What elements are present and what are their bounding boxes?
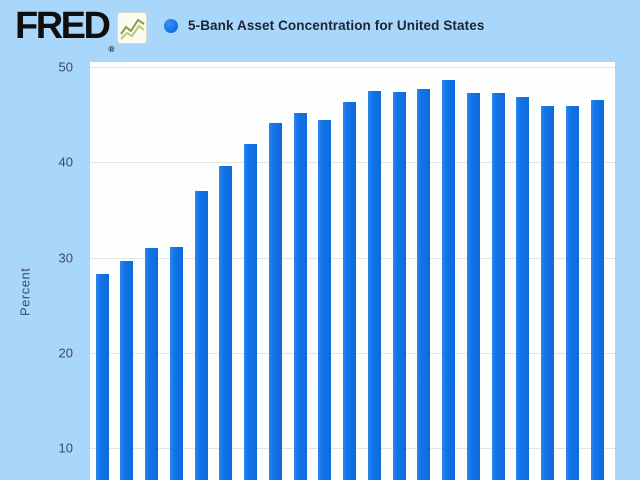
bar-18[interactable]	[541, 106, 554, 480]
series-title-link[interactable]: 5-Bank Asset Concentration for United St…	[188, 18, 485, 33]
bar-9[interactable]	[318, 120, 332, 480]
bar-8[interactable]	[293, 112, 307, 480]
y-tick-label-40: 40	[58, 154, 73, 170]
bar-1[interactable]	[120, 261, 134, 480]
gridline-50	[90, 67, 615, 68]
bar-10[interactable]	[343, 102, 356, 480]
header: FRED® 5-Bank Asset Concentration for Uni…	[0, 0, 640, 56]
legend-series-dot	[164, 19, 178, 33]
bar-15[interactable]	[466, 92, 480, 480]
bar-7[interactable]	[268, 123, 282, 480]
fred-logo-text: FRED	[15, 5, 111, 47]
y-tick-label-20: 20	[58, 345, 73, 361]
sparkline-chart-icon	[117, 12, 147, 44]
bar-16[interactable]	[491, 92, 505, 480]
bar-11[interactable]	[367, 90, 381, 480]
bar-0[interactable]	[95, 273, 109, 480]
bar-20[interactable]	[590, 100, 604, 480]
y-tick-label-10: 10	[58, 440, 73, 456]
bar-4[interactable]	[194, 190, 208, 480]
bar-3[interactable]	[169, 247, 183, 480]
bar-14[interactable]	[442, 80, 455, 480]
y-tick-label-30: 30	[58, 250, 73, 265]
bar-17[interactable]	[516, 96, 530, 480]
y-tick-label-50: 50	[58, 59, 73, 75]
bar-2[interactable]	[145, 247, 158, 480]
bar-13[interactable]	[417, 88, 431, 480]
bar-12[interactable]	[392, 91, 406, 480]
bar-5[interactable]	[219, 166, 233, 480]
fred-logo[interactable]: FRED®	[15, 6, 114, 70]
y-axis-label: Percent	[17, 267, 33, 316]
bar-6[interactable]	[244, 144, 257, 480]
bar-19[interactable]	[565, 106, 579, 480]
registered-trademark: ®	[108, 45, 115, 54]
